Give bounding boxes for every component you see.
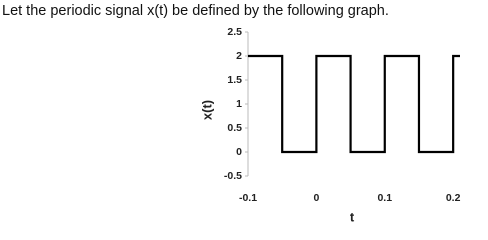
x-tick-label: -0.1 (239, 192, 257, 204)
signal-line (248, 54, 460, 154)
y-axis-label: x(t) (199, 100, 214, 120)
y-tick-label: 0 (236, 146, 242, 158)
question-text: Let the periodic signal x(t) be defined … (2, 3, 389, 19)
x-tick-label: 0 (313, 192, 319, 204)
y-tick-label: 1.5 (227, 74, 242, 86)
y-tick-label: 2 (236, 50, 242, 62)
x-tick-label: 0.2 (446, 192, 461, 204)
y-tick-label: 0.5 (227, 122, 242, 134)
page: Let the periodic signal x(t) be defined … (2, 3, 461, 225)
x-tick-label: 0.1 (377, 192, 392, 204)
y-tick-label: 2.5 (227, 26, 242, 38)
y-tick-label: -0.5 (224, 170, 242, 182)
chart: x(t) t -0.5 0 0.5 1 1.5 2 2.5 -0.1 0 0.1 0.2 (199, 26, 461, 225)
x-axis-label: t (350, 209, 355, 224)
y-tick-label: 1 (236, 98, 242, 110)
